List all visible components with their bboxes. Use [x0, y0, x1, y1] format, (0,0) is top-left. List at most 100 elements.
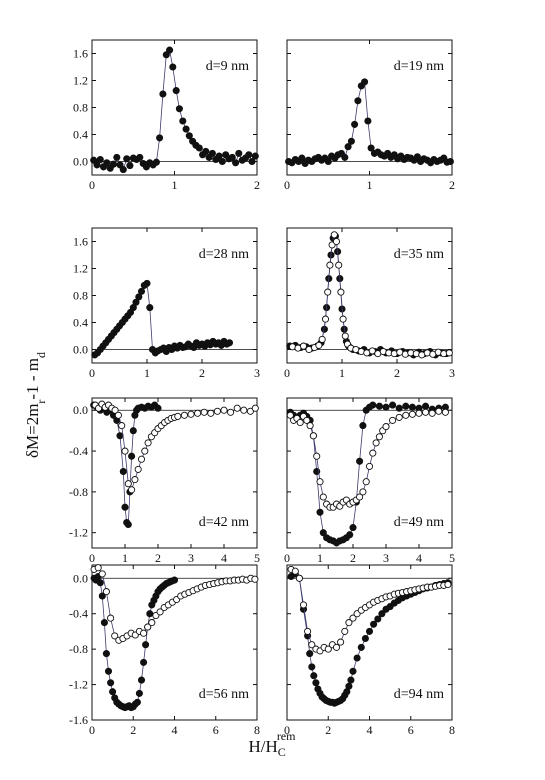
data-point-filled [319, 529, 327, 537]
x-tick-label: 2 [350, 551, 356, 565]
panel-label: d=49 nm [394, 515, 444, 530]
data-point-open [102, 588, 110, 596]
x-tick-label: 2 [155, 551, 161, 565]
x-tick-label: 3 [449, 366, 455, 380]
x-tick-label: 0 [284, 723, 290, 737]
data-point-open [408, 410, 416, 418]
data-point-open [107, 614, 115, 622]
data-point-filled [109, 160, 118, 168]
data-point-open [227, 408, 235, 416]
x-tick-label: 3 [188, 551, 194, 565]
data-point-filled [341, 153, 349, 161]
data-point-filled [96, 579, 104, 587]
x-tick-label: 1 [367, 178, 373, 192]
data-point-filled [100, 619, 108, 627]
data-point-filled [354, 97, 362, 105]
x-tick-label: 0 [284, 366, 290, 380]
data-point-filled [166, 46, 174, 54]
x-tick-label: 1 [144, 366, 150, 380]
data-point-open [121, 447, 129, 455]
data-point-filled [232, 159, 240, 167]
data-point-filled [175, 105, 183, 113]
x-tick-label: 0 [89, 178, 95, 192]
x-tick-label: 6 [408, 723, 414, 737]
data-point-filled [172, 87, 180, 95]
data-point-filled [312, 679, 320, 687]
data-point-filled [344, 143, 352, 151]
data-point-open [144, 623, 152, 631]
data-point-filled [367, 144, 375, 152]
data-point-filled [135, 689, 143, 697]
data-point-open [194, 409, 202, 417]
data-point-open [251, 575, 259, 583]
data-point-filled [146, 610, 154, 618]
x-tick-label: 4 [367, 723, 373, 737]
x-tick-label: 0 [284, 551, 290, 565]
data-point-open [306, 422, 314, 430]
series-line [93, 575, 175, 709]
data-point-filled [169, 63, 177, 71]
data-point-filled [316, 508, 324, 516]
data-point-filled [146, 304, 154, 312]
x-axis-label-main: H/H [249, 737, 278, 756]
data-point-open [422, 408, 430, 416]
data-point-filled [364, 117, 372, 125]
data-point-filled [135, 293, 143, 301]
panel-label: d=9 nm [206, 59, 249, 74]
data-point-open [94, 564, 102, 572]
data-point-filled [195, 144, 203, 152]
data-point-open [402, 411, 410, 419]
x-axis-label-sup: rem [277, 729, 296, 743]
data-point-open [428, 409, 436, 417]
x-tick-label: 2 [449, 178, 455, 192]
data-point-filled [107, 679, 115, 687]
x-tick-label: 0 [89, 551, 95, 565]
panel-8: 0 2 4 6 8 d=94 nm [284, 564, 455, 737]
data-point-filled [308, 663, 316, 671]
x-tick-label: 2 [394, 366, 400, 380]
data-point-filled [128, 452, 136, 460]
data-point-filled [218, 157, 226, 166]
data-point-open [309, 432, 317, 440]
data-point-filled [142, 641, 150, 649]
y-axis-label-sub1: r [34, 400, 48, 404]
data-point-filled [251, 152, 259, 160]
x-tick-label: 1 [122, 551, 128, 565]
data-point-filled [353, 654, 361, 662]
data-point-filled [170, 576, 179, 584]
data-point-open [118, 422, 126, 430]
data-point-open [337, 638, 345, 646]
x-tick-label: 4 [221, 551, 227, 565]
data-point-open [114, 411, 122, 419]
data-point-open [341, 627, 349, 635]
y-axis-label-mid: -1 - m [23, 358, 42, 400]
data-point-open [148, 619, 156, 627]
data-point-filled [310, 672, 318, 680]
data-point-filled [356, 457, 364, 465]
data-point-filled [132, 298, 140, 306]
y-axis-label-sub2: d [34, 352, 48, 358]
data-point-filled [248, 157, 256, 166]
x-tick-label: 5 [254, 551, 260, 565]
y-tick-label: 1.2 [73, 74, 88, 88]
data-point-open [365, 462, 374, 470]
data-point-filled [361, 634, 369, 643]
data-point-open [233, 404, 241, 412]
x-tick-label: 4 [416, 551, 422, 565]
y-tick-label: -1.2 [69, 526, 88, 540]
data-point-filled [159, 90, 167, 98]
data-point-filled [116, 432, 124, 440]
data-point-open [319, 493, 327, 501]
data-point-filled [126, 162, 134, 170]
data-point-filled [413, 153, 421, 161]
panels-container: 0 1 2 0.0 0.4 0.8 1.2 1.6 d=9 nm 0 1 2 d=19 nm 0 1 2 3 0.… [69, 39, 455, 737]
data-point-open [299, 601, 308, 609]
x-tick-label: 8 [254, 723, 260, 737]
data-point-filled [182, 125, 190, 133]
data-point-open [128, 486, 136, 494]
data-point-filled [422, 402, 430, 410]
data-point-filled [446, 157, 454, 166]
data-point-filled [346, 531, 354, 539]
data-point-filled [179, 117, 187, 125]
data-point-open [111, 632, 119, 640]
